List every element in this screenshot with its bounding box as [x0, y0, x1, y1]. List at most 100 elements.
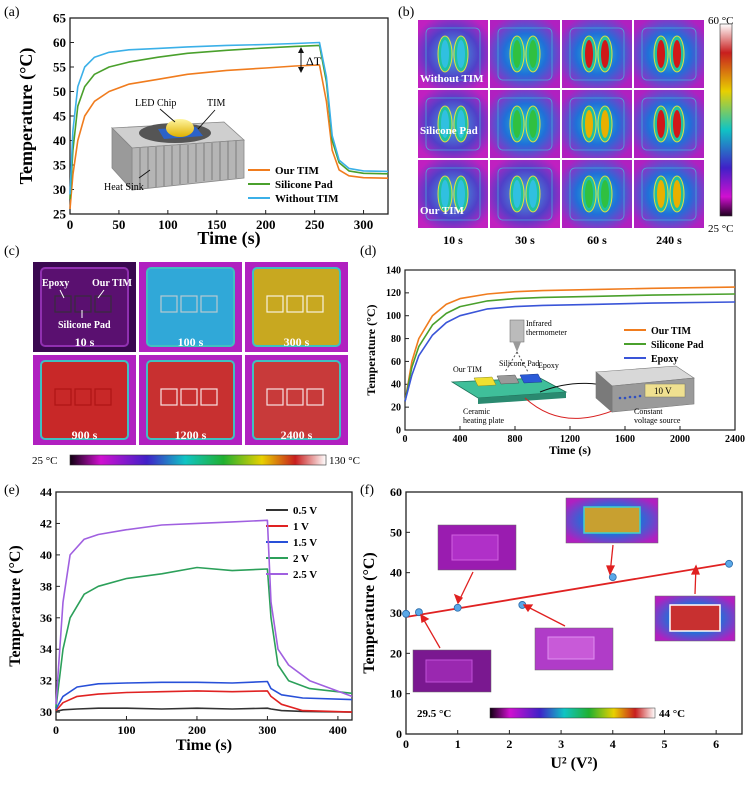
sample-square [94, 295, 112, 313]
d-ytick-label: 20 [391, 402, 401, 413]
f-ytick-label: 60 [390, 485, 402, 499]
sample-square [286, 295, 304, 313]
sample-square [180, 295, 198, 313]
d-ytick-label: 80 [391, 334, 401, 345]
a-xtick-label: 50 [112, 217, 125, 232]
d-ytick-label: 100 [386, 311, 401, 322]
sample-square [160, 388, 178, 406]
f-xtick-label: 6 [713, 737, 719, 751]
sample-square [94, 388, 112, 406]
d-xtick-label: 0 [403, 434, 408, 445]
a-ytick-label: 60 [53, 35, 66, 50]
thermal-outline [497, 167, 553, 221]
panel-c-time-label: 900 s [72, 428, 98, 442]
heating-plate-label: heating plate [463, 416, 505, 425]
thermometer-label: thermometer [526, 328, 567, 337]
thermal-lobe [657, 180, 665, 208]
panel-c-time-label: 1200 s [175, 428, 207, 442]
panel-a: (a) 0 50 100 150 200 250 300 25 30 35 40 45 50 55 60 65… [4, 5, 389, 249]
panel-a-chart: 0 50 100 150 200 250 300 25 30 35 40 45 50 55 60 65 Time… [16, 10, 389, 249]
thermal-image [490, 20, 560, 88]
led-chip-label: LED Chip [135, 98, 176, 109]
panel-c-colorbar-min: 25 °C [32, 455, 58, 467]
panel-b-row-label: Silicone Pad [420, 125, 478, 137]
thermal-image [418, 90, 488, 158]
a-xtick-label: 250 [305, 217, 325, 232]
panel-c-silicone-pad-label: Silicone Pad [58, 320, 111, 331]
e-xtick-label: 400 [329, 723, 347, 737]
e-legend-label: 2 V [293, 553, 309, 565]
f-ytick-label: 40 [390, 566, 402, 580]
thermal-lobe [513, 40, 521, 68]
setup-inset: Infrared thermometer Silicone Pad Epoxy … [450, 319, 695, 425]
f-data-point [725, 559, 733, 568]
thermal-image [490, 160, 560, 228]
a-ytick-label: 30 [53, 182, 66, 197]
a-legend-label: Without TIM [275, 193, 339, 205]
thermal-outline [569, 167, 625, 221]
f-ytick-label: 20 [390, 646, 402, 660]
panel-b-time-label: 10 s [443, 233, 463, 247]
panel-c-epoxy-label: Epoxy [42, 278, 69, 289]
e-xtick-label: 100 [117, 723, 135, 737]
sample-square [200, 388, 218, 406]
panel-b-thermal-grid: Without TIM Silicone Pad Our TIM 10 s 30 s 60… [418, 20, 704, 247]
panel-b-time-label: 30 s [515, 233, 535, 247]
thermal-lobe [529, 40, 537, 68]
sample-square [74, 295, 92, 313]
panel-e-letter: (e) [4, 483, 20, 498]
thermal-lobe [585, 110, 593, 138]
d-legend-label: Our TIM [651, 326, 691, 337]
sample-square [200, 295, 218, 313]
d-ytick-label: 0 [396, 425, 401, 436]
f-ytick-label: 0 [396, 727, 402, 741]
panel-c-colorbar [69, 454, 327, 466]
f-xtick-label: 5 [661, 737, 667, 751]
f-data-point [453, 603, 462, 612]
panel-c-arrow [59, 289, 65, 299]
a-ylabel: Temperature (°C) [16, 48, 37, 185]
d-xtick-label: 2000 [670, 434, 690, 445]
f-data-point [402, 609, 410, 618]
panel-b-row-label: Without TIM [420, 73, 484, 85]
panel-f-colorbar-max: 44 °C [659, 708, 685, 720]
a-ytick-label: 45 [53, 108, 67, 123]
thermal-lobe [585, 40, 593, 68]
e-ytick-label: 40 [40, 548, 52, 562]
f-ytick-label: 50 [390, 525, 402, 539]
silicone-pad-sample [496, 374, 520, 385]
panel-b-letter: (b) [398, 5, 415, 20]
panel-f-colorbar [489, 707, 656, 719]
e-series-line [55, 680, 353, 710]
thermal-lobe [457, 40, 465, 68]
d-legend-label: Silicone Pad [651, 340, 704, 351]
thermal-outline [569, 97, 625, 151]
thermal-outline [425, 97, 481, 151]
sample-square [306, 388, 324, 406]
d-xtick-label: 1200 [560, 434, 580, 445]
sample-square [266, 295, 284, 313]
silicone-pad-setup-label: Silicone Pad [499, 359, 539, 368]
panel-d-letter: (d) [360, 244, 377, 259]
f-xtick-label: 1 [455, 737, 461, 751]
panel-b-colorbar-max: 60 °C [708, 15, 734, 27]
a-ytick-label: 55 [53, 59, 67, 74]
sample-square [54, 388, 72, 406]
thermal-lobe [441, 180, 449, 208]
e-legend-label: 1 V [293, 521, 309, 533]
f-data-point [415, 608, 423, 617]
panel-b-row-label: Our TIM [420, 205, 465, 217]
epoxy-setup-label: Epoxy [538, 361, 559, 370]
panel-c-colorbar-max: 130 °C [329, 455, 360, 467]
thermal-lobe [673, 40, 681, 68]
d-legend-label: Epoxy [651, 354, 678, 365]
e-xtick-label: 0 [53, 723, 59, 737]
f-ytick-label: 30 [390, 606, 402, 620]
thermal-outline [425, 167, 481, 221]
thermal-lobe [601, 40, 609, 68]
thermal-outline [425, 27, 481, 81]
e-series-line [55, 707, 353, 713]
thermal-block [146, 267, 235, 347]
f-xtick-label: 3 [558, 737, 564, 751]
